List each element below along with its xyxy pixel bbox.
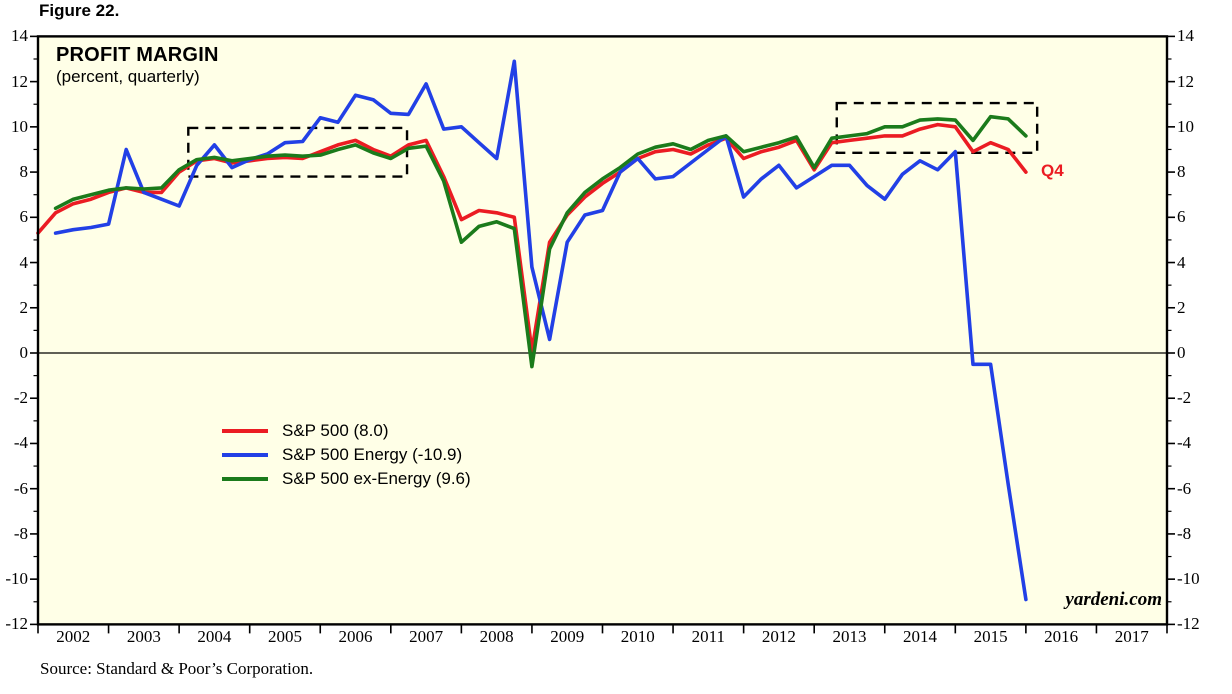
x-axis-label-year: 2003: [126, 627, 161, 646]
x-axis-label-year: 2010: [620, 627, 655, 646]
watermark: yardeni.com: [1065, 589, 1162, 610]
y-axis-label-left: -2: [13, 388, 28, 408]
y-axis-label-left: -6: [13, 478, 28, 498]
x-axis-label-year: 2008: [479, 627, 514, 646]
y-axis-label-left: 0: [19, 343, 29, 362]
legend: S&P 500 (8.0) S&P 500 Energy (-10.9) S&P…: [222, 419, 471, 491]
y-axis-label-left: 14: [11, 26, 28, 46]
y-axis-label-right: 6: [1177, 207, 1186, 227]
legend-swatch-sp500: [222, 429, 268, 433]
x-axis-label-year: 2004: [197, 627, 232, 646]
y-axis-label-right: 4: [1177, 252, 1186, 272]
y-axis-label-right: -4: [1177, 433, 1192, 453]
legend-label-sp500-energy: S&P 500 Energy (-10.9): [282, 445, 463, 464]
chart-title: PROFIT MARGIN: [56, 44, 219, 66]
y-axis-label-right: -8: [1177, 523, 1192, 543]
x-axis-label-year: 2016: [1044, 627, 1079, 646]
legend-label-sp500: S&P 500 (8.0): [282, 421, 389, 440]
x-axis-label-year: 2014: [903, 627, 938, 646]
y-axis-label-left: -4: [13, 433, 28, 453]
legend-row-sp500: S&P 500 (8.0): [222, 419, 471, 443]
y-axis-label-left: 12: [11, 71, 28, 91]
legend-swatch-sp500-ex-energy: [222, 477, 268, 481]
x-axis-label-year: 2002: [56, 627, 91, 646]
y-axis-label-right: 0: [1177, 343, 1186, 362]
legend-label-sp500-ex-energy: S&P 500 ex-Energy (9.6): [282, 469, 471, 488]
y-axis-label-right: -6: [1177, 478, 1192, 498]
y-axis-label-left: -10: [5, 569, 28, 589]
series-line-sp500-ex-energy: [53, 114, 1028, 369]
y-axis-label-left: 6: [19, 207, 29, 227]
y-axis-label-right: -2: [1177, 388, 1192, 408]
x-axis-label-year: 2017: [1114, 627, 1149, 646]
x-axis-label-year: 2012: [761, 627, 796, 646]
legend-row-sp500-ex-energy: S&P 500 ex-Energy (9.6): [222, 467, 471, 491]
dashed-highlight-box: [187, 126, 409, 178]
y-axis-label-right: -10: [1177, 569, 1200, 589]
y-axis-label-right: 8: [1177, 162, 1186, 182]
source-note: Source: Standard & Poor’s Corporation.: [40, 659, 314, 678]
legend-swatch-sp500-energy: [222, 453, 268, 457]
x-axis-label-year: 2009: [550, 627, 585, 646]
plot-frame: [36, 35, 1169, 626]
dashed-highlight-box: [835, 101, 1039, 155]
plot-background: [38, 36, 1167, 625]
y-axis-label-left: -12: [5, 614, 28, 634]
q4-annotation: Q4: [1041, 161, 1064, 180]
legend-row-sp500-energy: S&P 500 Energy (-10.9): [222, 443, 471, 467]
y-axis-label-left: 4: [19, 252, 29, 272]
y-axis-label-right: 10: [1177, 116, 1194, 136]
y-axis-label-right: 2: [1177, 297, 1186, 317]
x-axis-label-year: 2011: [691, 627, 726, 646]
y-axis-label-left: -8: [13, 523, 28, 543]
y-axis-label-right: 12: [1177, 71, 1194, 91]
x-axis-label-year: 2005: [267, 627, 302, 646]
x-axis-label-year: 2015: [973, 627, 1008, 646]
figure-number-label: Figure 22.: [39, 1, 120, 20]
y-axis-label-left: 10: [11, 116, 28, 136]
x-axis-label-year: 2007: [409, 627, 444, 646]
y-axis-label-right: -12: [1177, 614, 1200, 634]
y-axis-label-left: 8: [19, 162, 29, 182]
y-axis-label-left: 2: [19, 297, 29, 317]
x-axis-label-year: 2006: [338, 627, 373, 646]
x-axis-label-year: 2013: [832, 627, 867, 646]
y-axis-label-right: 14: [1177, 26, 1194, 46]
chart-subtitle: (percent, quarterly): [56, 67, 200, 86]
